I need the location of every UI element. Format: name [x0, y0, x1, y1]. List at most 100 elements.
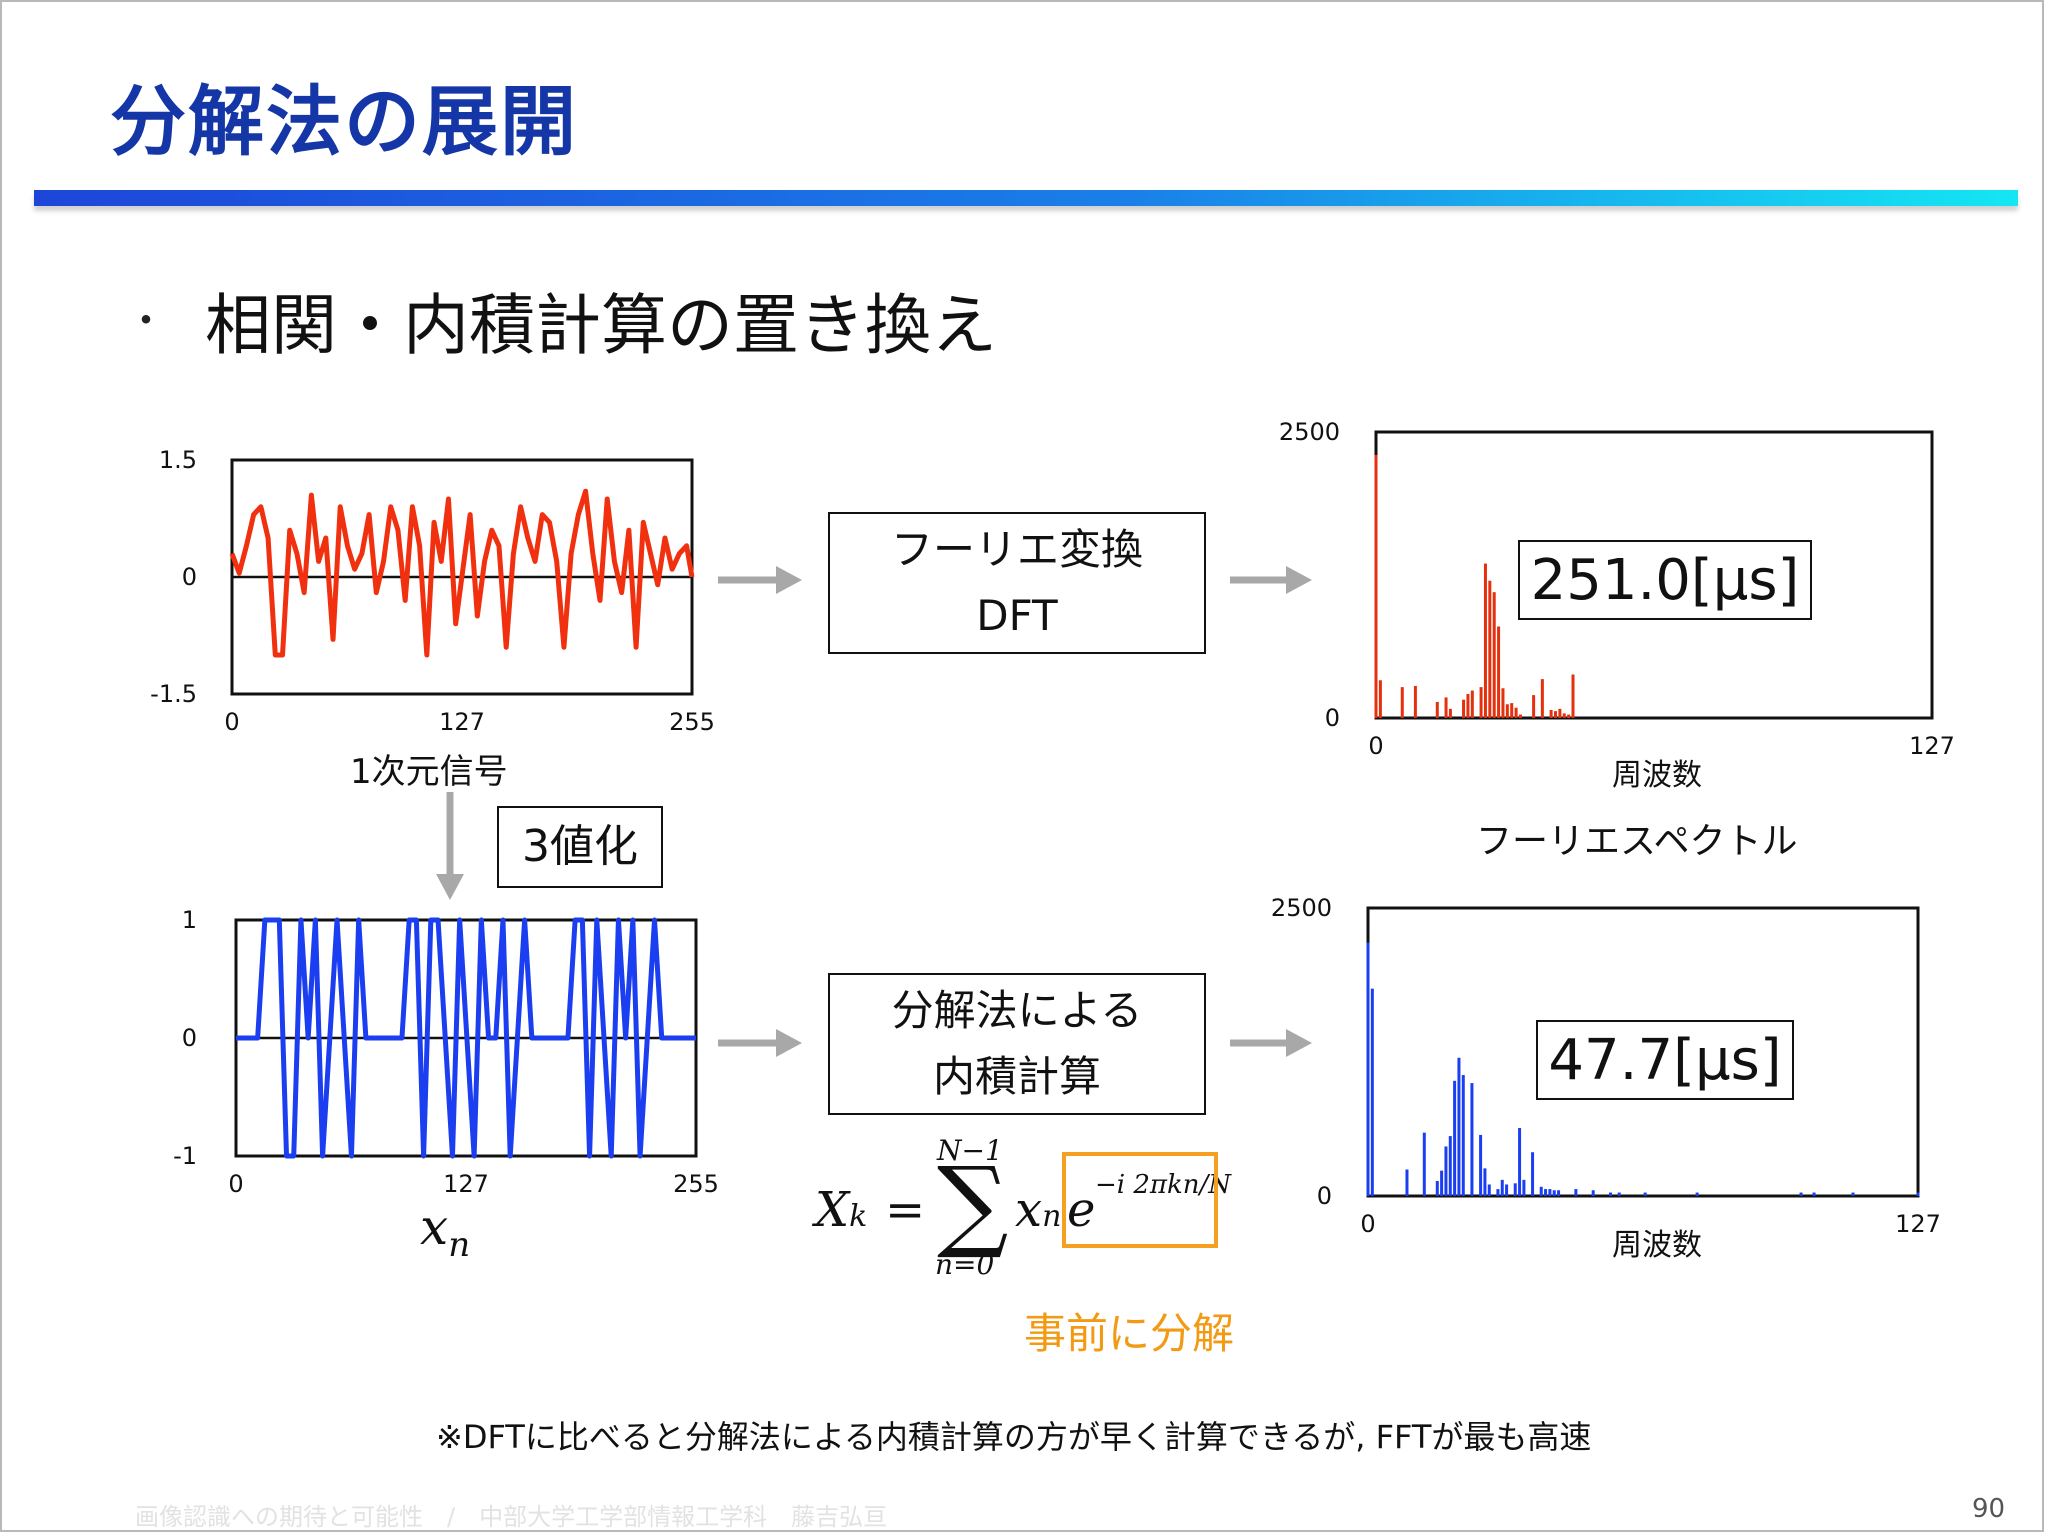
- decomp_spectrum-bar-32: [1695, 1192, 1699, 1196]
- slide-title: 分解法の展開: [110, 77, 578, 166]
- decomp_spectrum-bar-23: [1544, 1189, 1548, 1196]
- decomp_spectrum-bar-25: [1552, 1190, 1556, 1196]
- signal-xtick-2: 255: [669, 708, 715, 736]
- dft_spectrum-bar-9: [1470, 690, 1474, 718]
- formula-term-sub: n: [1042, 1199, 1062, 1234]
- decomposition-time-value: 47.7[μs]: [1548, 1027, 1782, 1093]
- arrow-ternary-to-decomp-head: [776, 1029, 802, 1057]
- arrow-ternary-to-decomp: [718, 1029, 802, 1057]
- dft_spectrum-bar-15: [1501, 688, 1505, 718]
- dft_spectrum-bar-18: [1514, 707, 1518, 718]
- decomposition-box: 分解法による 内積計算: [828, 973, 1206, 1115]
- footnote: ※DFTに比べると分解法による内積計算の方が早く計算できるが, FFTが最も高速: [436, 1418, 1592, 1456]
- decomp_spectrum-bar-9: [1457, 1057, 1461, 1196]
- dft_spectrum-bar-13: [1492, 592, 1496, 718]
- dft_spectrum-xtick-0: 0: [1368, 732, 1383, 760]
- decomp_spectrum-xtick-0: 0: [1360, 1210, 1375, 1238]
- predecompose-highlight-box: [1062, 1152, 1218, 1248]
- decomp_spectrum-bar-10: [1461, 1075, 1465, 1196]
- page-number: 90: [1972, 1494, 2006, 1524]
- dft_spectrum-bar-24: [1558, 708, 1562, 718]
- ternary_signal-ytick-0: 1: [182, 906, 197, 934]
- arrow-down-ternary-head: [436, 874, 464, 900]
- dft-box: フーリエ変換 DFT: [828, 512, 1206, 654]
- arrow-decomp-to-spectrum-head: [1286, 1029, 1312, 1057]
- decomp_spectrum-bar-0: [1366, 942, 1370, 1196]
- decomp_spectrum-bar-24: [1548, 1189, 1552, 1196]
- dft-time-value: 251.0[μs]: [1530, 547, 1800, 613]
- decomp_spectrum-bar-12: [1479, 1134, 1483, 1196]
- decomp_spectrum-xtick-1: 127: [1895, 1210, 1941, 1238]
- dft-time-box: 251.0[μs]: [1518, 540, 1812, 620]
- signal-xtick-0: 0: [224, 708, 239, 736]
- decomp_spectrum-bar-33: [1799, 1192, 1803, 1196]
- arrow-down-ternary: [436, 792, 464, 900]
- decomp_spectrum-ytick-0: 2500: [1271, 894, 1332, 922]
- formula-exp-power: −i 2πkn/N: [1095, 1170, 1232, 1200]
- formula-term-base: x: [1015, 1182, 1043, 1238]
- formula-equals: =: [885, 1182, 926, 1238]
- decomp_spectrum-bar-17: [1505, 1184, 1509, 1196]
- footer: 画像認識への期待と可能性 / 中部大学工学部情報工学科 藤吉弘亘: [135, 1503, 888, 1531]
- decomp_spectrum-bar-34: [1812, 1192, 1816, 1196]
- ternary_signal-series-line: [236, 917, 696, 1159]
- dft_spectrum-bar-0: [1374, 454, 1378, 718]
- decomp_spectrum-bar-3: [1422, 1132, 1426, 1196]
- freq-label-top: 周波数: [1612, 758, 1702, 793]
- decomp_spectrum-bar-11: [1470, 1083, 1474, 1196]
- decomp_spectrum-bar-26: [1557, 1190, 1561, 1196]
- dft_spectrum-bar-2: [1400, 687, 1404, 718]
- decomp_spectrum-bar-5: [1440, 1170, 1444, 1196]
- ternary_signal-xtick-1: 127: [443, 1170, 489, 1198]
- decomp_spectrum-bar-15: [1496, 1189, 1500, 1196]
- dft_spectrum-ytick-0: 2500: [1279, 418, 1340, 446]
- dft-box-line2: DFT: [976, 591, 1058, 640]
- decomp_spectrum-bar-8: [1453, 1080, 1457, 1196]
- decomp_spectrum-bar-2: [1405, 1169, 1409, 1196]
- title-underline-bar: [34, 190, 2018, 206]
- decomp_spectrum-bar-30: [1617, 1192, 1621, 1196]
- ternary_signal-ytick-1: 0: [182, 1024, 197, 1052]
- decomp_spectrum-bar-31: [1643, 1192, 1647, 1196]
- freq-label-bottom: 周波数: [1612, 1228, 1702, 1263]
- formula-sum-upper: N−1: [937, 1134, 1003, 1167]
- decomp_spectrum-bar-29: [1609, 1192, 1613, 1196]
- arrow-dft-to-spectrum-head: [1286, 566, 1312, 594]
- decomp_spectrum-bar-21: [1531, 1152, 1535, 1196]
- ternary-box: 3値化: [497, 806, 663, 888]
- dft_spectrum-bar-3: [1413, 685, 1417, 718]
- formula-lhs-base: X: [815, 1182, 850, 1238]
- signal-ytick-0: 1.5: [159, 446, 197, 474]
- formula-exp-base: e: [1067, 1182, 1096, 1238]
- dft_spectrum-xtick-1: 127: [1909, 732, 1955, 760]
- dft_spectrum-bar-23: [1553, 711, 1557, 718]
- formula-lhs-sub: k: [849, 1199, 868, 1234]
- spectrum-caption: フーリエスペクトル: [1476, 821, 1798, 862]
- decomp_spectrum-bar-4: [1435, 1181, 1439, 1196]
- dft_spectrum-bar-11: [1483, 563, 1487, 718]
- dft_spectrum-bar-12: [1488, 580, 1492, 718]
- arrow-signal-to-dft-head: [776, 566, 802, 594]
- predecompose-label: 事前に分解: [1024, 1309, 1235, 1358]
- decomp_spectrum-bar-6: [1444, 1146, 1448, 1196]
- xn-caption-sub: n: [448, 1225, 471, 1265]
- decomp_spectrum-bar-16: [1500, 1179, 1504, 1196]
- dft_spectrum-bar-10: [1479, 687, 1483, 718]
- dft_spectrum-bar-17: [1510, 703, 1514, 718]
- dft_spectrum-bar-19: [1518, 714, 1522, 718]
- dft_spectrum-bar-22: [1549, 709, 1553, 718]
- decomp_spectrum-bar-35: [1851, 1192, 1855, 1196]
- dft_spectrum-bar-7: [1462, 699, 1466, 718]
- decomposition-time-box: 47.7[μs]: [1536, 1020, 1794, 1100]
- dft_spectrum-bar-5: [1444, 697, 1448, 718]
- signal-ytick-2: -1.5: [150, 680, 197, 708]
- dft_spectrum-bar-21: [1540, 679, 1544, 718]
- dft_spectrum-ytick-1: 0: [1325, 704, 1340, 732]
- dft_spectrum-bar-27: [1571, 674, 1575, 718]
- formula-term: xn: [1015, 1182, 1061, 1238]
- formula-lhs: Xk: [815, 1182, 867, 1238]
- decomp_spectrum-bar-19: [1518, 1128, 1522, 1196]
- ternary-label: 3値化: [522, 821, 638, 872]
- decomp_spectrum-bar-27: [1574, 1189, 1578, 1196]
- decomp_spectrum-bar-20: [1522, 1179, 1526, 1196]
